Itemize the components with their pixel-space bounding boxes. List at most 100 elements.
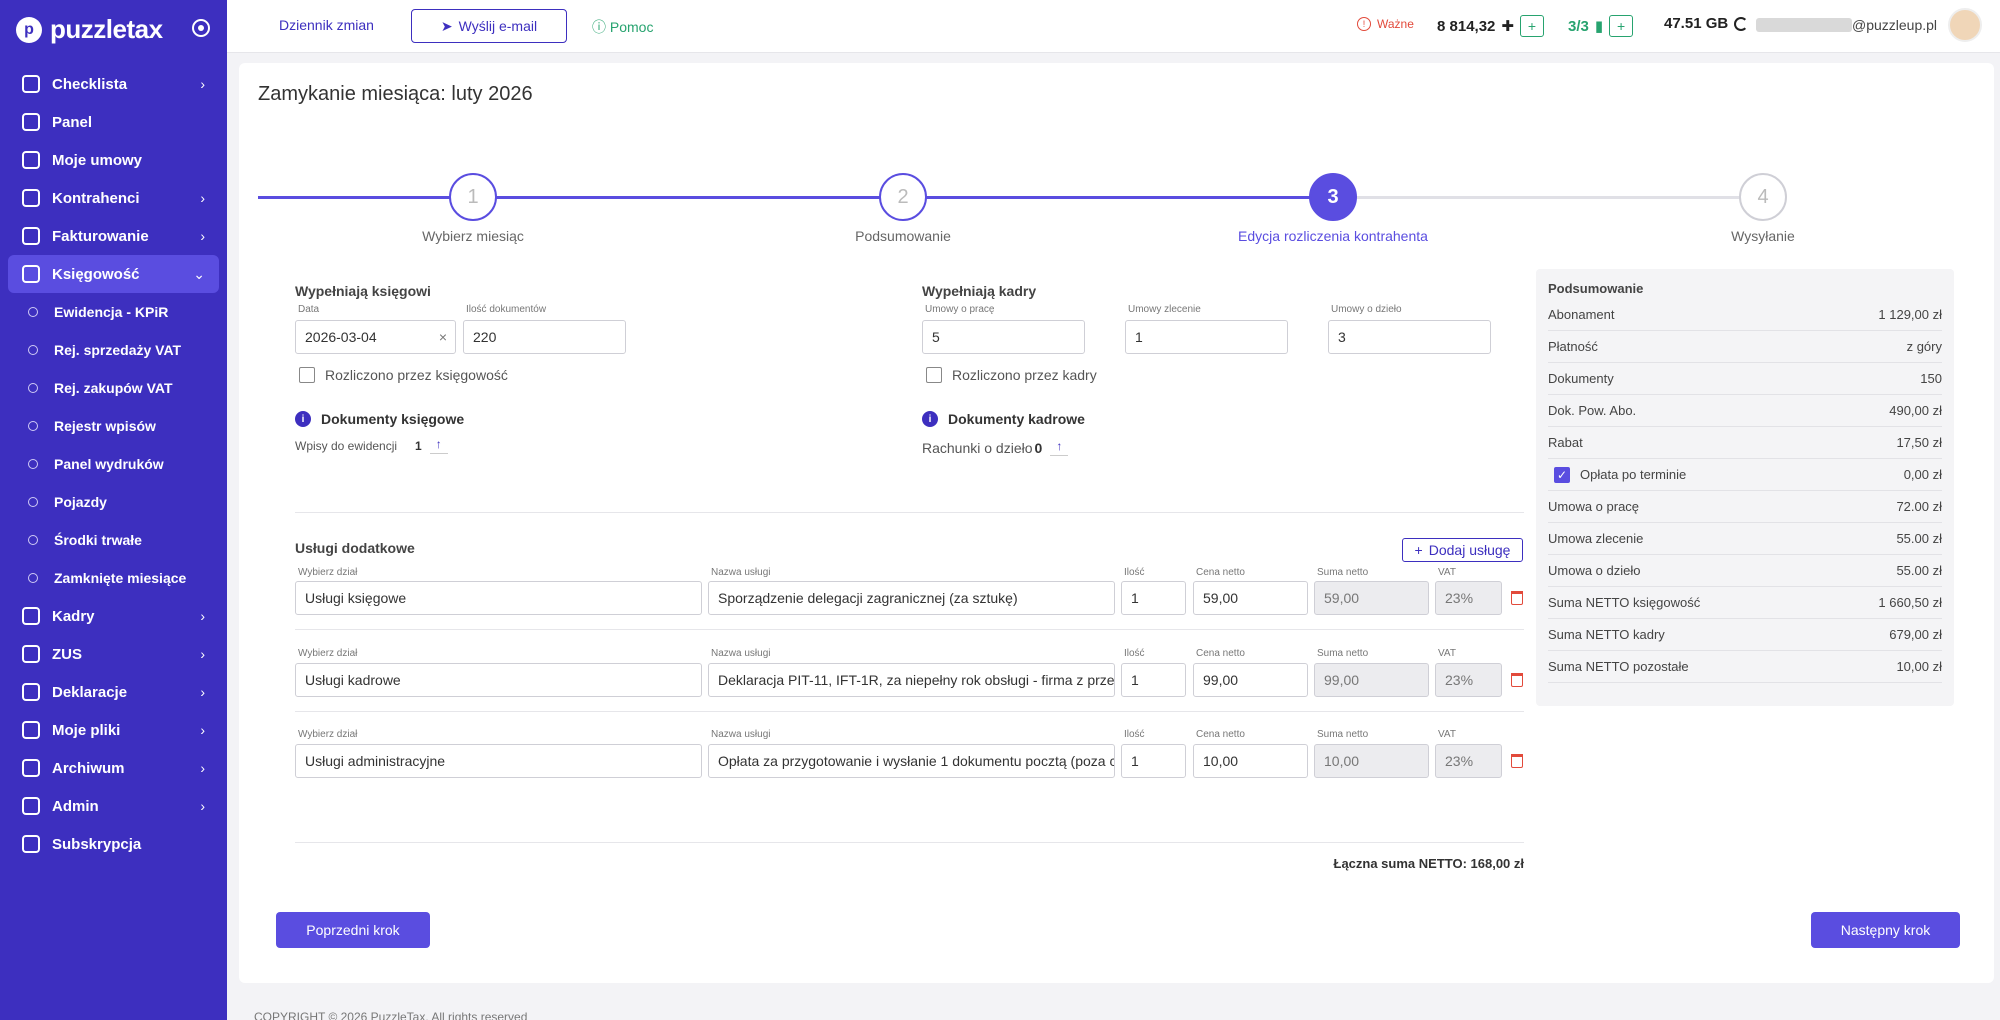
service-dept-select[interactable]: Usługi kadrowe	[295, 663, 702, 697]
circle-icon	[28, 421, 38, 431]
hr-settled-checkbox[interactable]	[926, 367, 942, 383]
sidebar-item-checklista[interactable]: Checklista ›	[0, 65, 227, 103]
sidebar-item-moje-umowy[interactable]: Moje umowy	[0, 141, 227, 179]
docs-counter: 3/3 ▮ +	[1568, 15, 1634, 37]
service-qty-input[interactable]: 1	[1121, 581, 1186, 615]
service-sum-field: 10,00	[1314, 744, 1429, 778]
sidebar-item-label: Moje umowy	[52, 151, 143, 169]
user-email[interactable]: @puzzleup.pl	[1756, 17, 1937, 33]
sidebar-subitem-rej-zakupow[interactable]: Rej. zakupów VAT	[0, 369, 227, 407]
sidebar-item-subskrypcja[interactable]: Subskrypcja	[0, 825, 227, 863]
sidebar-subitem-panel-wydrukow[interactable]: Panel wydruków	[0, 445, 227, 483]
sidebar-item-archiwum[interactable]: Archiwum ›	[0, 749, 227, 787]
summary-label: Dok. Pow. Abo.	[1548, 403, 1637, 418]
service-qty-input[interactable]: 1	[1121, 744, 1186, 778]
arrow-up-icon[interactable]: ↑	[429, 437, 448, 454]
sidebar-item-deklaracje[interactable]: Deklaracje ›	[0, 673, 227, 711]
accounting-settled-checkbox-row[interactable]: Rozliczono przez księgowość	[299, 367, 508, 383]
summary-row: Suma NETTO pozostałe 10,00 zł	[1548, 651, 1942, 683]
docs-count-input[interactable]: 220	[463, 320, 626, 354]
col-dept-label: Wybierz dział	[298, 729, 358, 740]
logo[interactable]: p puzzletax	[16, 14, 163, 45]
sidebar: p puzzletax Checklista › Panel Moje umowy…	[0, 0, 227, 1020]
step-4-circle[interactable]: 4	[1739, 173, 1787, 221]
summary-label: Suma NETTO pozostałe	[1548, 659, 1689, 674]
arrow-up-icon[interactable]: ↑	[1050, 439, 1069, 456]
trash-icon[interactable]	[1511, 673, 1523, 687]
summary-row: Suma NETTO księgowość 1 660,50 zł	[1548, 587, 1942, 619]
email-redacted	[1756, 18, 1852, 32]
step-2-circle[interactable]: 2	[879, 173, 927, 221]
sidebar-item-panel[interactable]: Panel	[0, 103, 227, 141]
service-vat-field: 23%	[1435, 581, 1502, 615]
sidebar-item-ksiegowosc[interactable]: Księgowość ⌄	[8, 255, 219, 293]
circle-icon	[28, 307, 38, 317]
sidebar-subitem-srodki-trwale[interactable]: Środki trwałe	[0, 521, 227, 559]
sidebar-item-kontrahenci[interactable]: Kontrahenci ›	[0, 179, 227, 217]
add-docs-button[interactable]: +	[1609, 15, 1634, 37]
important-notice[interactable]: ! Ważne	[1357, 17, 1414, 31]
sidebar-subitem-label: Zamknięte miesiące	[54, 570, 187, 586]
service-qty-input[interactable]: 1	[1121, 663, 1186, 697]
service-sum-field: 59,00	[1314, 581, 1429, 615]
step-1-circle[interactable]: 1	[449, 173, 497, 221]
changelog-link[interactable]: Dziennik zmian	[279, 17, 374, 33]
summary-row: Płatność z góry	[1548, 331, 1942, 363]
employment-input[interactable]: 5	[922, 320, 1085, 354]
summary-value: 55.00 zł	[1896, 531, 1942, 546]
divider	[295, 512, 1524, 513]
sidebar-item-kadry[interactable]: Kadry ›	[0, 597, 227, 635]
add-points-button[interactable]: +	[1519, 15, 1544, 37]
service-name-input[interactable]: Sporządzenie delegacji zagranicznej (za …	[708, 581, 1115, 615]
clear-date-icon[interactable]: ×	[438, 329, 447, 345]
trash-icon[interactable]	[1511, 754, 1523, 768]
sidebar-item-label: Deklaracje	[52, 683, 128, 701]
service-dept-select[interactable]: Usługi księgowe	[295, 581, 702, 615]
chevron-down-icon: ⌄	[193, 265, 205, 282]
sidebar-subitem-label: Panel wydruków	[54, 456, 164, 472]
sidebar-item-fakturowanie[interactable]: Fakturowanie ›	[0, 217, 227, 255]
help-link[interactable]: ⓘ Pomoc	[592, 17, 653, 37]
service-price-input[interactable]: 59,00	[1193, 581, 1308, 615]
col-price-label: Cena netto	[1196, 567, 1245, 578]
accounting-settled-checkbox[interactable]	[299, 367, 315, 383]
info-icon: i	[295, 411, 311, 427]
send-email-label: Wyślij e-mail	[458, 18, 538, 34]
date-input[interactable]: 2026-03-04 ×	[295, 320, 456, 354]
sidebar-item-label: Checklista	[52, 75, 128, 93]
hr-docs-header: i Dokumenty kadrowe	[922, 411, 1085, 427]
send-email-button[interactable]: ➤ Wyślij e-mail	[411, 9, 567, 43]
service-name-input[interactable]: Opłata za przygotowanie i wysłanie 1 dok…	[708, 744, 1115, 778]
work-contract-input[interactable]: 3	[1328, 320, 1491, 354]
sidebar-subitem-ewidencja[interactable]: Ewidencja - KPiR	[0, 293, 227, 331]
mandate-label: Umowy zlecenie	[1128, 304, 1201, 315]
sidebar-subitem-rejestr-wpisow[interactable]: Rejestr wpisów	[0, 407, 227, 445]
service-price-input[interactable]: 10,00	[1193, 744, 1308, 778]
service-price-input[interactable]: 99,00	[1193, 663, 1308, 697]
late-fee-checkbox[interactable]: ✓	[1554, 466, 1570, 483]
step-3-label: Edycja rozliczenia kontrahenta	[1238, 228, 1428, 244]
add-service-button[interactable]: + Dodaj usługę	[1402, 538, 1523, 562]
sidebar-subitem-rej-sprzedazy[interactable]: Rej. sprzedaży VAT	[0, 331, 227, 369]
mandate-input[interactable]: 1	[1125, 320, 1288, 354]
avatar[interactable]	[1948, 8, 1982, 42]
settings-icon[interactable]	[192, 19, 210, 37]
storage-ring-icon	[1734, 16, 1749, 31]
sidebar-item-zus[interactable]: ZUS ›	[0, 635, 227, 673]
sidebar-subitem-pojazdy[interactable]: Pojazdy	[0, 483, 227, 521]
sidebar-item-label: Fakturowanie	[52, 227, 149, 245]
next-step-button[interactable]: Następny krok	[1811, 912, 1960, 948]
col-dept-label: Wybierz dział	[298, 567, 358, 578]
trash-icon[interactable]	[1511, 591, 1523, 605]
sidebar-subitem-label: Ewidencja - KPiR	[54, 304, 169, 320]
service-dept-select[interactable]: Usługi administracyjne	[295, 744, 702, 778]
previous-step-button[interactable]: Poprzedni krok	[276, 912, 430, 948]
info-icon: i	[922, 411, 938, 427]
step-3-circle[interactable]: 3	[1309, 173, 1357, 221]
hr-settled-checkbox-row[interactable]: Rozliczono przez kadry	[926, 367, 1097, 383]
sidebar-item-admin[interactable]: Admin ›	[0, 787, 227, 825]
service-name-input[interactable]: Deklaracja PIT-11, IFT-1R, za niepełny r…	[708, 663, 1115, 697]
sidebar-item-moje-pliki[interactable]: Moje pliki ›	[0, 711, 227, 749]
sidebar-subitem-zamkniete-miesiace[interactable]: Zamknięte miesiące	[0, 559, 227, 597]
summary-value: 0,00 zł	[1903, 467, 1942, 482]
